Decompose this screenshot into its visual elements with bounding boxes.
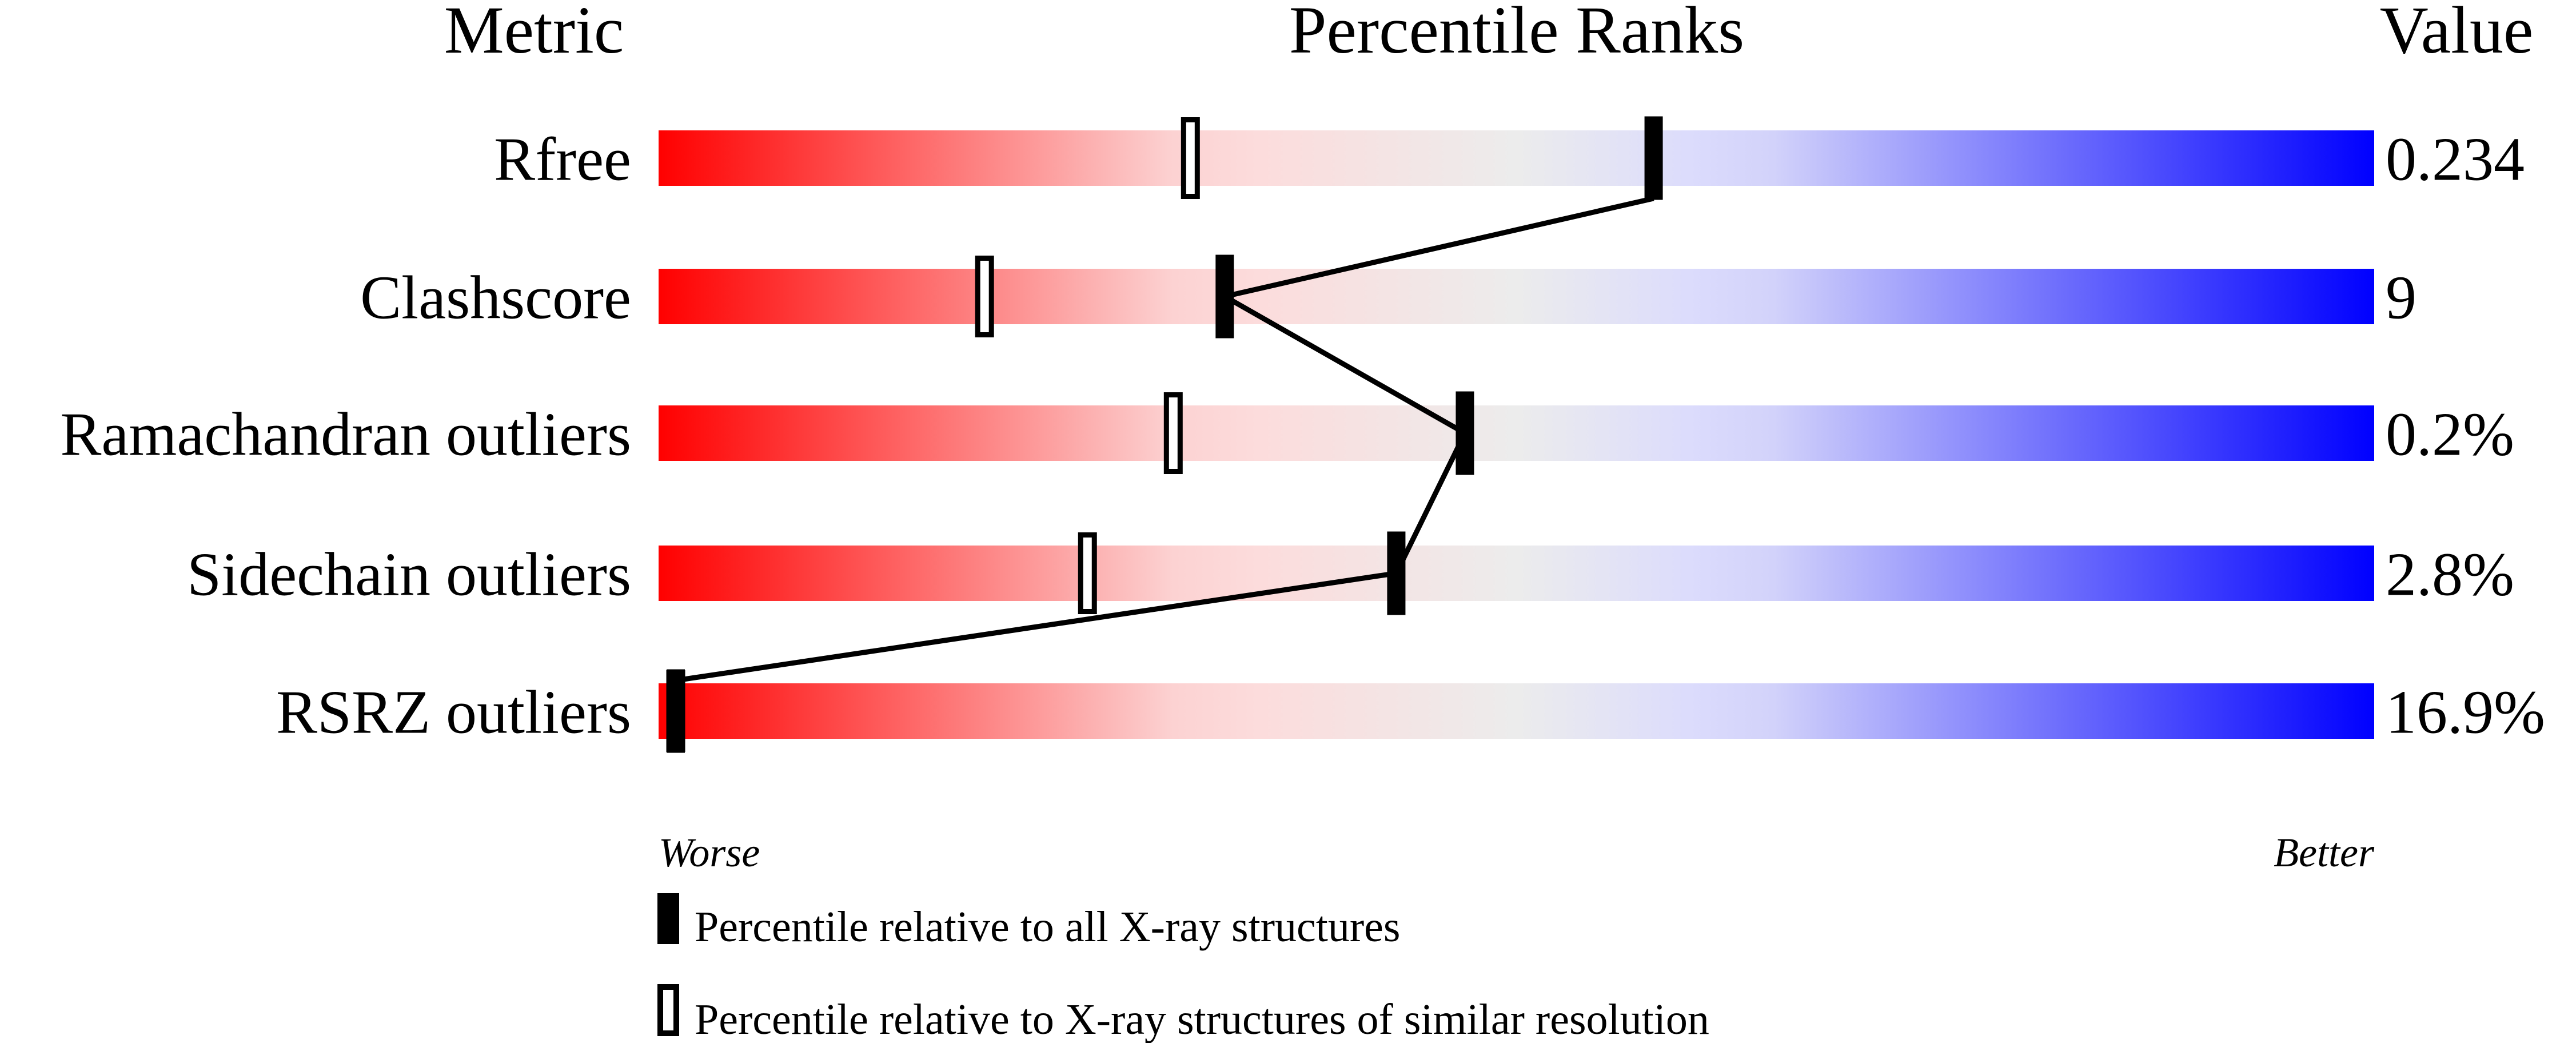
legend-filled-marker [657,893,679,944]
metric-rows: Rfree 0.234 Clashscore 9 Ramachandran outlie… [60,126,2545,747]
header-percentile-ranks: Percentile Ranks [1289,0,1744,67]
percentile-bar [659,269,2374,324]
metric-label: Ramachandran outliers [60,401,631,469]
metric-label: RSRZ outliers [276,679,631,747]
metric-value: 0.234 [2386,126,2525,194]
percentile-bar [659,683,2374,739]
percentile-bar [659,546,2374,601]
similar-resolution-marker [1078,532,1097,614]
connector-segment [1394,432,1468,575]
similar-resolution-marker [1181,117,1200,199]
metric-label: Rfree [494,126,631,194]
all-structures-marker [1387,531,1406,615]
metric-row: Sidechain outliers 2.8% [187,541,2514,609]
legend-similar-text: Percentile relative to X-ray structures … [695,996,1709,1043]
legend-all-text: Percentile relative to all X-ray structu… [695,903,1400,951]
connector-segment [1223,294,1466,436]
header-value: Value [2380,0,2534,67]
connector-segment [1224,196,1654,299]
percentile-bar [659,405,2374,461]
metric-value: 0.2% [2386,401,2514,469]
metric-row: Rfree 0.234 [494,126,2525,194]
connector-segment [675,571,1397,683]
all-structures-marker [667,669,685,753]
metric-row: Clashscore 9 [360,264,2417,332]
connector-line [675,196,1654,683]
metric-row: RSRZ outliers 16.9% [276,679,2545,747]
percentile-bar [659,130,2374,186]
similar-resolution-marker [1163,392,1183,474]
header-metric: Metric [444,0,624,67]
metric-row: Ramachandran outliers 0.2% [60,401,2514,469]
metric-value: 2.8% [2386,541,2514,609]
metric-value: 16.9% [2386,679,2545,747]
similar-resolution-marker [975,256,994,337]
metric-label: Clashscore [360,264,631,332]
metric-label: Sidechain outliers [187,541,631,609]
all-structures-marker [1456,391,1474,475]
better-label: Better [2274,830,2375,875]
metric-value: 9 [2386,264,2417,332]
worse-label: Worse [659,830,760,875]
markers [666,116,1663,753]
all-structures-marker [1644,116,1663,200]
legend-open-marker [657,984,679,1036]
all-structures-marker [1215,254,1234,339]
